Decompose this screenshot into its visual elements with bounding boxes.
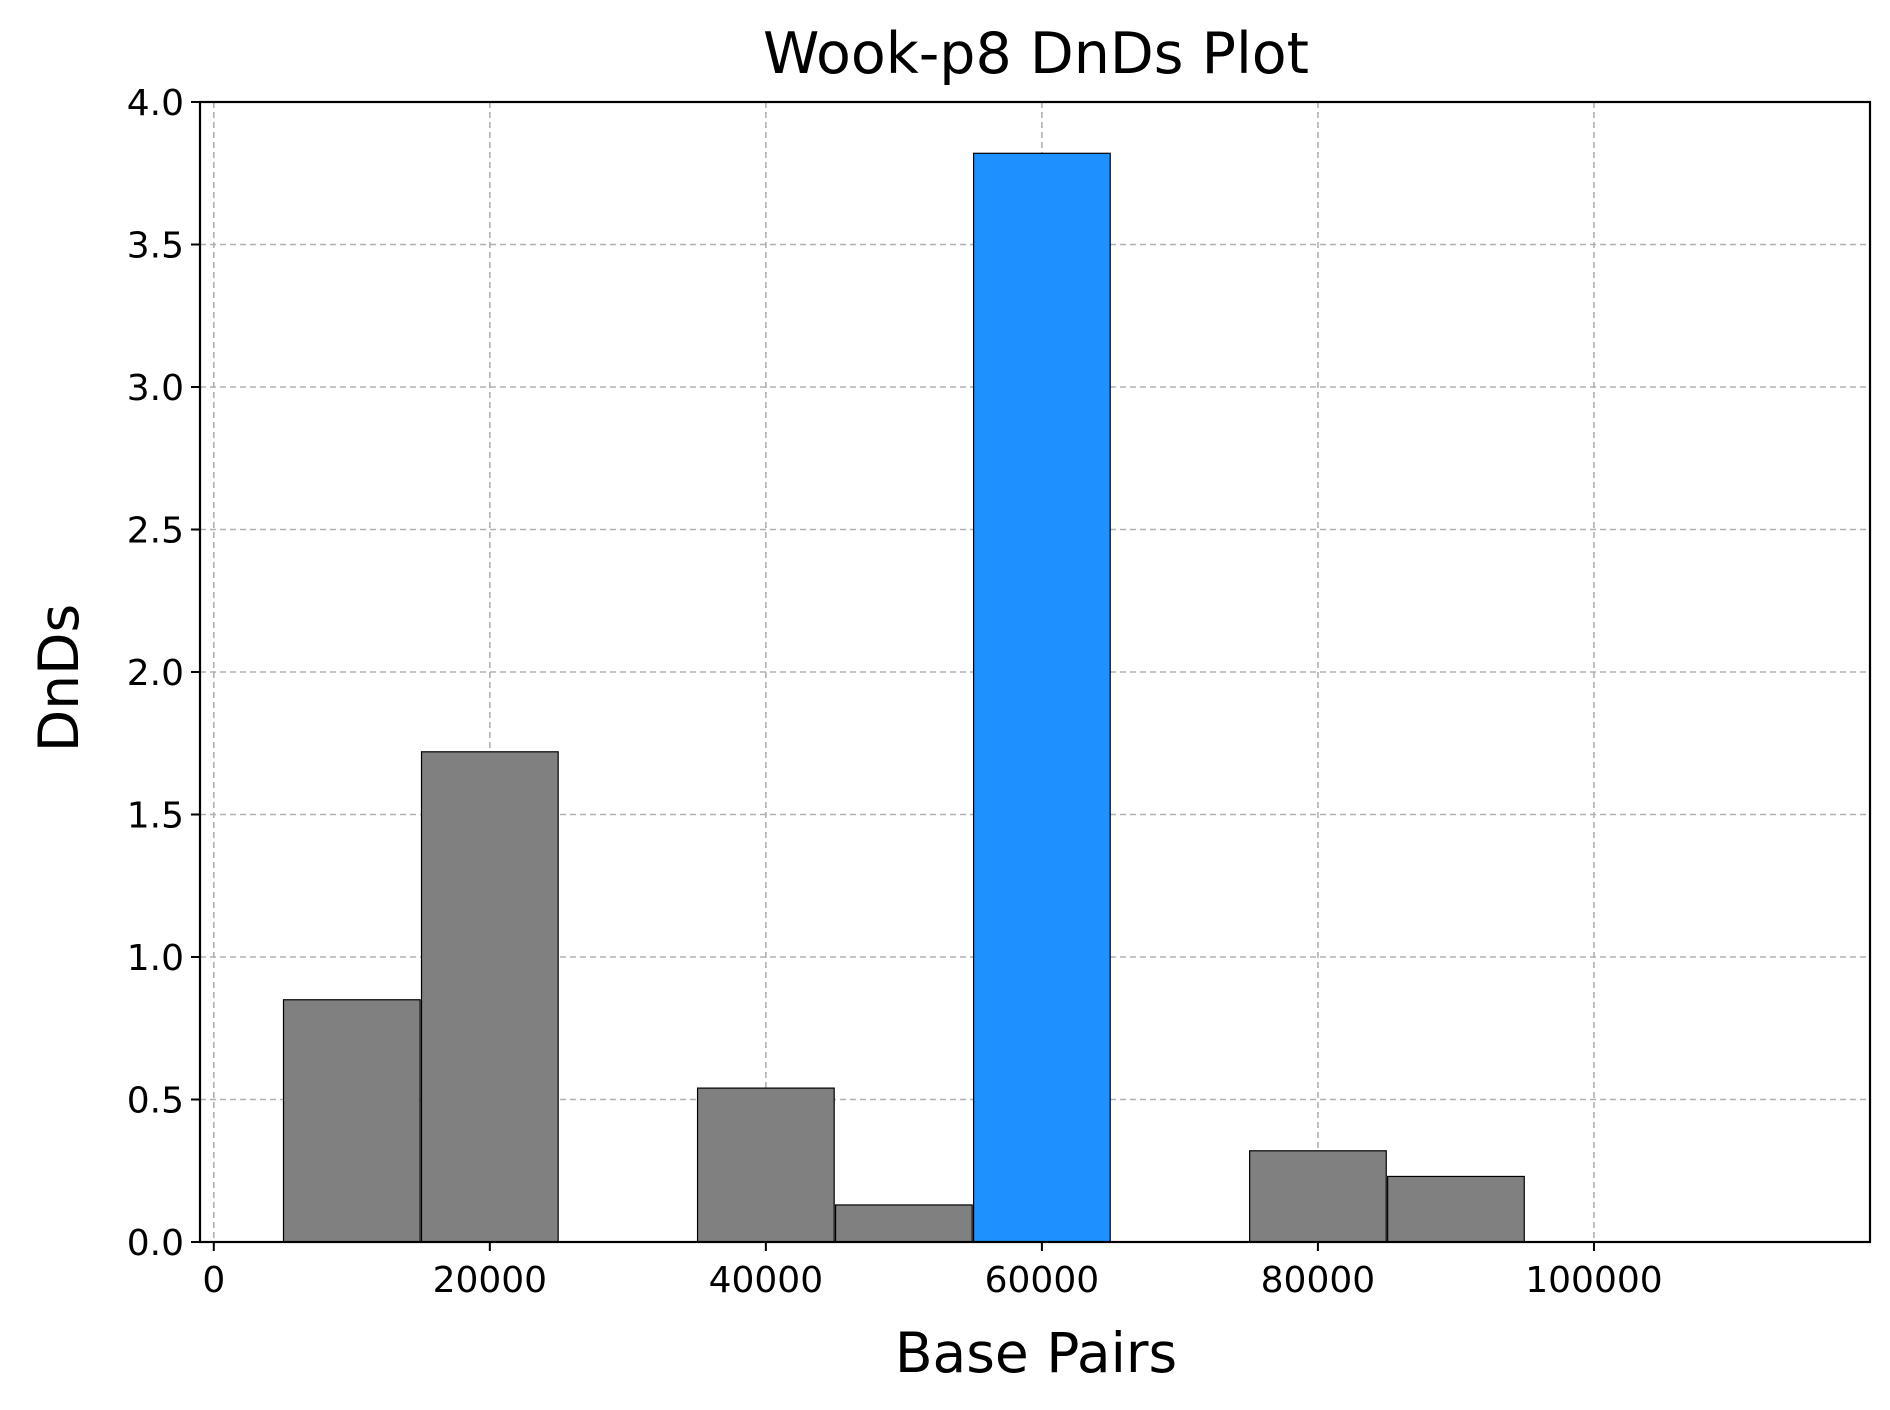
bar — [1387, 1175, 1525, 1243]
y-tick-label: 1.0 — [127, 938, 184, 979]
x-tick-label: 40000 — [709, 1260, 824, 1301]
y-tick-label: 4.0 — [127, 83, 184, 124]
y-tick-label: 2.0 — [127, 653, 184, 694]
bar — [1249, 1150, 1387, 1243]
bar — [282, 999, 421, 1243]
x-tick-label: 100000 — [1525, 1260, 1662, 1301]
y-tick-label: 2.5 — [127, 511, 184, 552]
chart-title: Wook-p8 DnDs Plot — [763, 21, 1309, 87]
y-tick-label: 3.0 — [127, 368, 184, 409]
bar — [696, 1087, 835, 1243]
bar-series — [282, 152, 1525, 1243]
bar — [972, 152, 1111, 1243]
bar — [420, 751, 559, 1243]
y-tick-label: 0.5 — [127, 1081, 184, 1122]
x-tick-label: 20000 — [433, 1260, 548, 1301]
bar — [834, 1204, 973, 1243]
x-tick-label: 0 — [202, 1260, 225, 1301]
y-tick-label: 0.0 — [127, 1223, 184, 1264]
x-axis-ticks: 0 20000 40000 60000 80000 100000 — [202, 1242, 1663, 1301]
y-tick-label: 3.5 — [127, 226, 184, 267]
plot-area-frame — [198, 100, 1872, 1244]
x-tick-label: 60000 — [985, 1260, 1100, 1301]
y-tick-label: 1.5 — [127, 796, 184, 837]
x-tick-label: 80000 — [1261, 1260, 1376, 1301]
y-axis-label: DnDs — [27, 604, 91, 752]
y-axis-ticks: 0.0 0.5 1.0 1.5 2.0 2.5 3.0 3.5 4.0 — [127, 83, 200, 1264]
x-axis-label: Base Pairs — [895, 1321, 1177, 1385]
